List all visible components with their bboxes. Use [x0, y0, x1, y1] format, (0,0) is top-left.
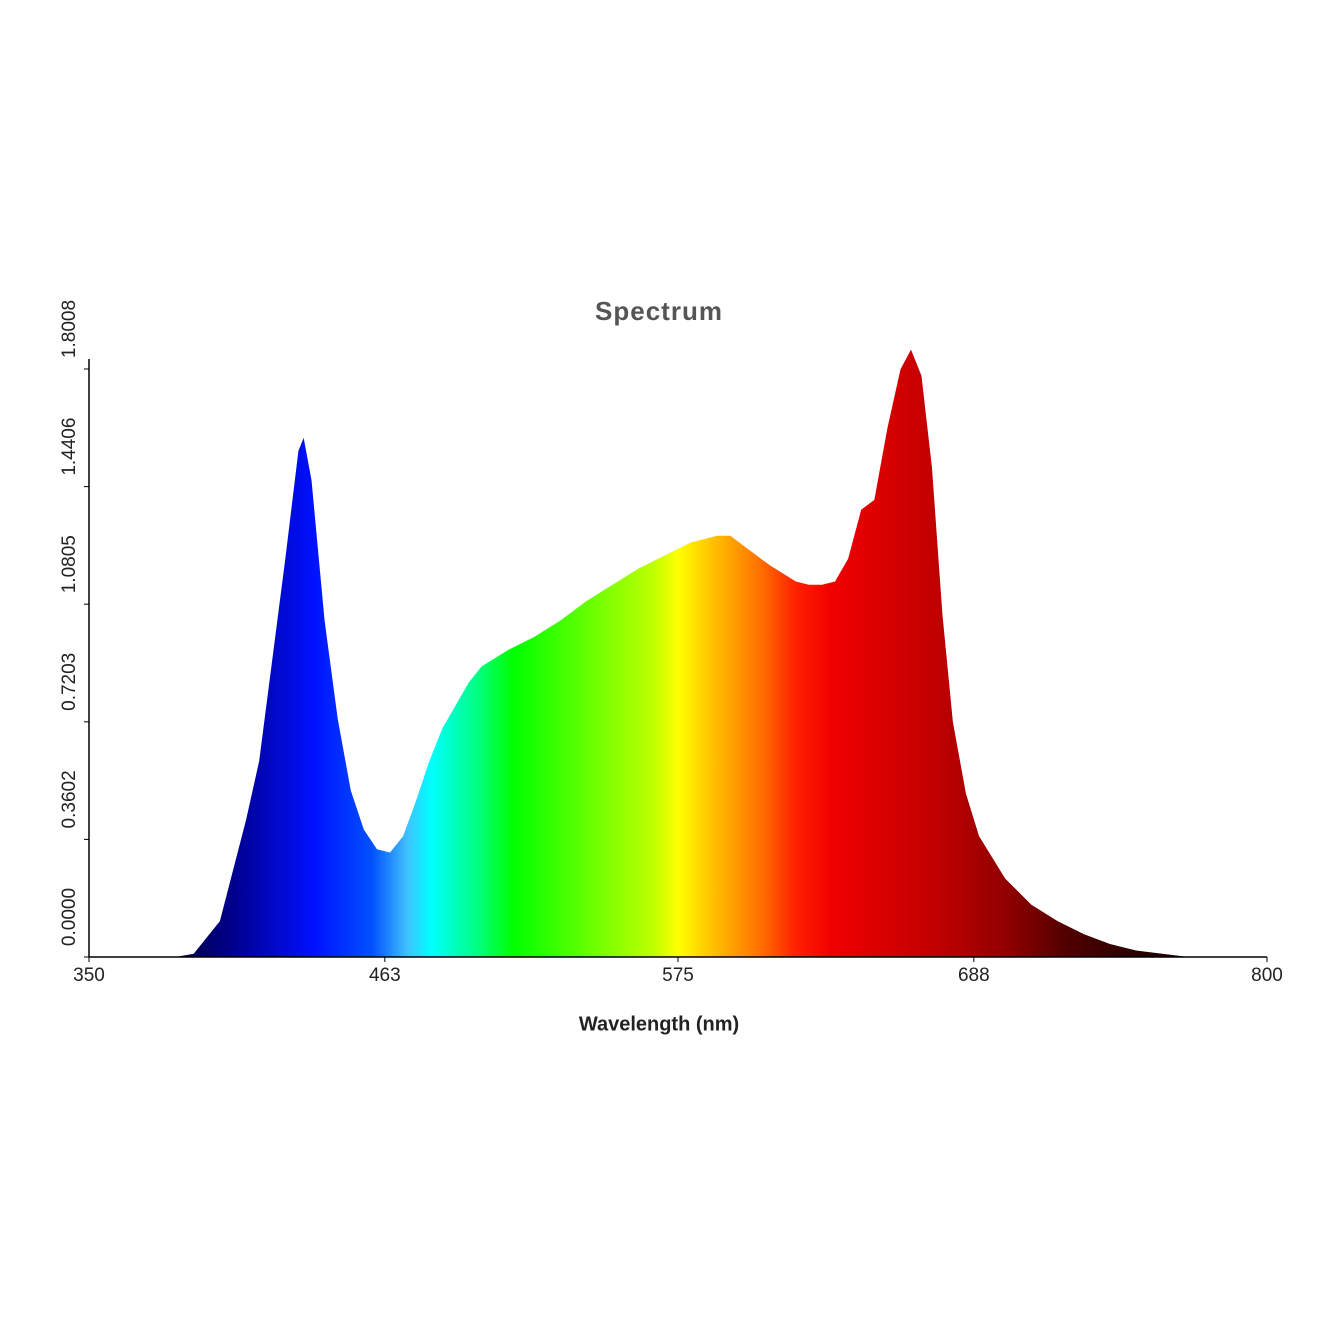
- spectrum-area: [89, 349, 1267, 957]
- y-tick-label: 1.4406: [59, 418, 80, 476]
- y-tick-label: 0.3602: [59, 770, 80, 828]
- x-axis-label: Wavelength (nm): [579, 1013, 739, 1035]
- y-tick-label: 0.7203: [59, 653, 80, 711]
- x-tick-label: 350: [73, 965, 105, 986]
- y-tick-label: 1.8008: [59, 300, 80, 358]
- chart-title: Spectrum: [595, 296, 723, 326]
- y-tick-label: 1.0805: [59, 535, 80, 593]
- x-tick-label: 463: [369, 965, 401, 986]
- x-tick-label: 688: [958, 965, 990, 986]
- x-tick-label: 800: [1251, 965, 1283, 986]
- y-tick-label: 0.0000: [59, 888, 80, 946]
- x-tick-label: 575: [662, 965, 694, 986]
